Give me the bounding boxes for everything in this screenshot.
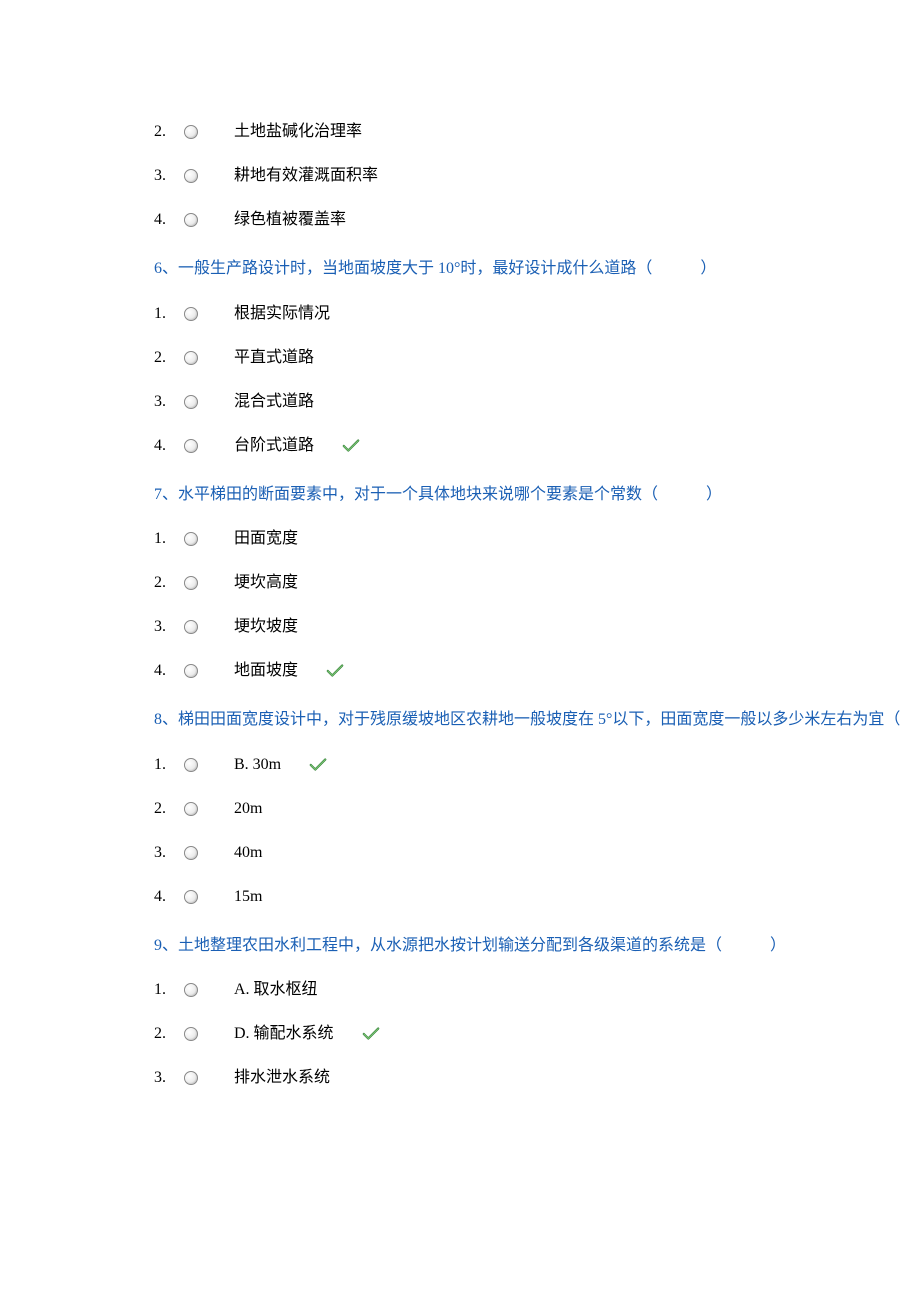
radio-icon[interactable]: [184, 890, 198, 904]
radio-icon[interactable]: [184, 758, 198, 772]
quiz-page: 2. 土地盐碱化治理率 3. 耕地有效灌溉面积率 4. 绿色植被覆盖率 6、一般…: [0, 0, 920, 1302]
option-text: 台阶式道路: [234, 434, 314, 458]
option-text: 耕地有效灌溉面积率: [234, 164, 378, 188]
option-number: 4.: [154, 659, 182, 683]
question-6-title: 6、一般生产路设计时，当地面坡度大于 10°时，最好设计成什么道路（ ）: [154, 256, 920, 282]
option-number: 1.: [154, 302, 182, 326]
option-row: 4. 绿色植被覆盖率: [154, 208, 920, 232]
radio-icon[interactable]: [184, 395, 198, 409]
option-text: 40m: [234, 841, 262, 865]
radio-icon[interactable]: [184, 307, 198, 321]
question-8-options: 1. B. 30m 2. 20m 3. 40m 4. 15m: [154, 753, 920, 909]
radio-icon[interactable]: [184, 125, 198, 139]
radio-icon[interactable]: [184, 846, 198, 860]
option-text: 排水泄水系统: [234, 1066, 330, 1090]
option-text: B. 30m: [234, 753, 281, 777]
option-text: 平直式道路: [234, 346, 314, 370]
check-icon: [326, 663, 344, 679]
radio-icon[interactable]: [184, 620, 198, 634]
option-number: 3.: [154, 1066, 182, 1090]
option-text: 混合式道路: [234, 390, 314, 414]
option-row: 3. 混合式道路: [154, 390, 920, 414]
radio-icon[interactable]: [184, 1027, 198, 1041]
option-number: 1.: [154, 978, 182, 1002]
option-row: 3. 排水泄水系统: [154, 1066, 920, 1090]
option-number: 2.: [154, 571, 182, 595]
option-text: A. 取水枢纽: [234, 978, 318, 1002]
option-number: 2.: [154, 120, 182, 144]
option-text: 20m: [234, 797, 262, 821]
option-row: 3. 40m: [154, 841, 920, 865]
option-row: 4. 15m: [154, 885, 920, 909]
option-text: 田面宽度: [234, 527, 298, 551]
radio-icon[interactable]: [184, 169, 198, 183]
option-number: 2.: [154, 346, 182, 370]
option-row: 4. 地面坡度: [154, 659, 920, 683]
question-9-options: 1. A. 取水枢纽 2. D. 输配水系统 3. 排水泄水系统: [154, 978, 920, 1090]
option-row: 2. 20m: [154, 797, 920, 821]
radio-icon[interactable]: [184, 439, 198, 453]
option-text: D. 输配水系统: [234, 1022, 334, 1046]
question-6-options: 1. 根据实际情况 2. 平直式道路 3. 混合式道路 4. 台阶式道路: [154, 302, 920, 458]
radio-icon[interactable]: [184, 664, 198, 678]
option-number: 1.: [154, 753, 182, 777]
option-text: 绿色植被覆盖率: [234, 208, 346, 232]
option-number: 1.: [154, 527, 182, 551]
option-number: 3.: [154, 164, 182, 188]
option-row: 1. A. 取水枢纽: [154, 978, 920, 1002]
option-row: 1. B. 30m: [154, 753, 920, 777]
radio-icon[interactable]: [184, 802, 198, 816]
check-icon: [362, 1026, 380, 1042]
option-number: 3.: [154, 390, 182, 414]
option-row: 1. 田面宽度: [154, 527, 920, 551]
option-text: 15m: [234, 885, 262, 909]
radio-icon[interactable]: [184, 213, 198, 227]
radio-icon[interactable]: [184, 983, 198, 997]
option-number: 2.: [154, 797, 182, 821]
option-row: 2. D. 输配水系统: [154, 1022, 920, 1046]
option-number: 2.: [154, 1022, 182, 1046]
question-7-options: 1. 田面宽度 2. 埂坎高度 3. 埂坎坡度 4. 地面坡度: [154, 527, 920, 683]
option-number: 4.: [154, 885, 182, 909]
option-row: 2. 埂坎高度: [154, 571, 920, 595]
radio-icon[interactable]: [184, 1071, 198, 1085]
radio-icon[interactable]: [184, 532, 198, 546]
option-number: 3.: [154, 841, 182, 865]
check-icon: [342, 438, 360, 454]
option-text: 埂坎坡度: [234, 615, 298, 639]
option-text: 地面坡度: [234, 659, 298, 683]
partial-question-options: 2. 土地盐碱化治理率 3. 耕地有效灌溉面积率 4. 绿色植被覆盖率: [154, 120, 920, 232]
option-row: 1. 根据实际情况: [154, 302, 920, 326]
option-number: 4.: [154, 434, 182, 458]
radio-icon[interactable]: [184, 351, 198, 365]
question-7-title: 7、水平梯田的断面要素中，对于一个具体地块来说哪个要素是个常数（ ）: [154, 482, 920, 508]
option-row: 4. 台阶式道路: [154, 434, 920, 458]
option-row: 3. 埂坎坡度: [154, 615, 920, 639]
option-row: 2. 平直式道路: [154, 346, 920, 370]
radio-icon[interactable]: [184, 576, 198, 590]
option-number: 3.: [154, 615, 182, 639]
question-8-title: 8、梯田田面宽度设计中，对于残原缓坡地区农耕地一般坡度在 5°以下，田面宽度一般…: [154, 707, 920, 733]
check-icon: [309, 757, 327, 773]
option-number: 4.: [154, 208, 182, 232]
question-9-title: 9、土地整理农田水利工程中，从水源把水按计划输送分配到各级渠道的系统是（ ）: [154, 933, 920, 959]
option-text: 埂坎高度: [234, 571, 298, 595]
option-row: 3. 耕地有效灌溉面积率: [154, 164, 920, 188]
option-text: 根据实际情况: [234, 302, 330, 326]
option-text: 土地盐碱化治理率: [234, 120, 362, 144]
option-row: 2. 土地盐碱化治理率: [154, 120, 920, 144]
